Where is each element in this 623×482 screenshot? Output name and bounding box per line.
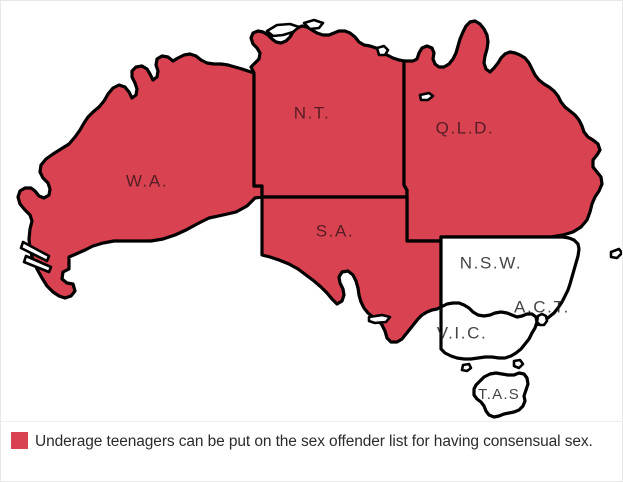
australia-map-svg[interactable]: W.A. N.T. Q.L.D. S.A. N.S.W. A.C.T. V.I.… <box>1 1 623 421</box>
map-neutral-regions <box>439 235 581 419</box>
coast-detail-west-2 <box>22 254 53 274</box>
coast-detail-east <box>609 247 622 260</box>
legend-item: Underage teenagers can be put on the sex… <box>11 431 610 453</box>
island-groote <box>375 44 390 57</box>
island-king <box>460 362 473 373</box>
map-legend: Underage teenagers can be put on the sex… <box>1 421 622 481</box>
region-shape-wa[interactable] <box>16 52 264 300</box>
island-kangaroo <box>367 313 392 325</box>
region-shape-sa[interactable] <box>260 195 443 344</box>
map-container[interactable]: W.A. N.T. Q.L.D. S.A. N.S.W. A.C.T. V.I.… <box>1 1 623 421</box>
island-mornington <box>418 91 435 102</box>
map-offshore-islands <box>19 18 622 373</box>
island-melville <box>265 22 301 38</box>
region-shape-tas[interactable] <box>472 371 530 419</box>
legend-item-label: Underage teenagers can be put on the sex… <box>35 433 593 450</box>
legend-color-swatch-icon <box>11 432 28 449</box>
region-shape-qld[interactable] <box>402 19 604 243</box>
island-flinders <box>512 358 525 370</box>
coast-detail-west <box>19 240 51 263</box>
map-highlighted-regions <box>16 19 604 344</box>
region-shape-act[interactable] <box>535 312 549 327</box>
island-bathurst <box>302 18 325 31</box>
